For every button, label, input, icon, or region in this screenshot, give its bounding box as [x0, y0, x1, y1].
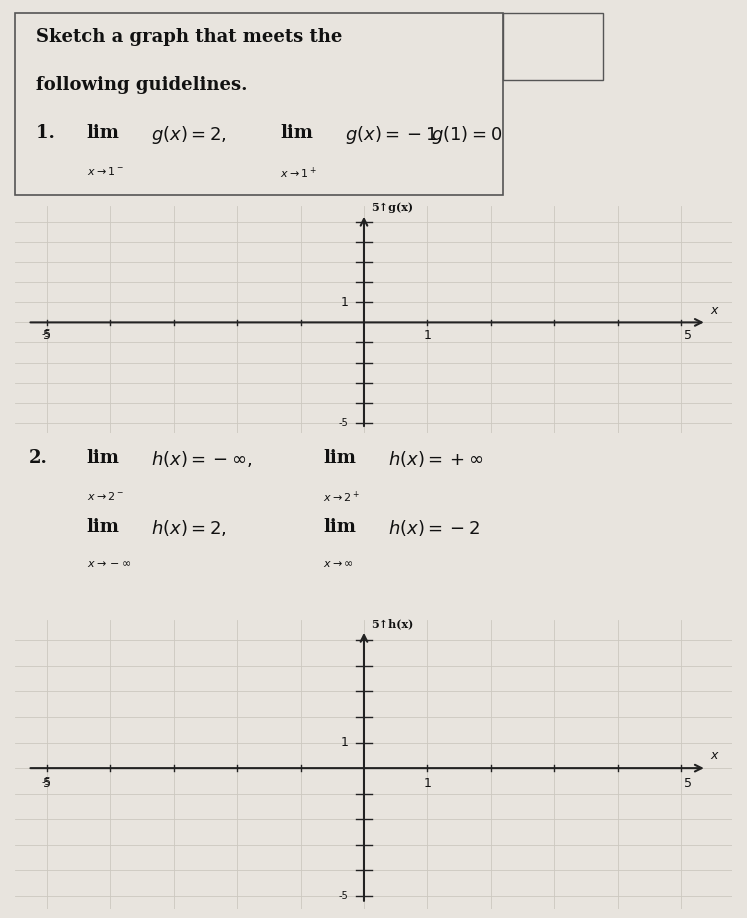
- Text: 5↑h(x): 5↑h(x): [371, 619, 414, 630]
- Text: 1: 1: [340, 736, 348, 749]
- Text: $x\to-\infty$: $x\to-\infty$: [87, 559, 131, 569]
- Text: -5: -5: [338, 891, 348, 901]
- Text: 1: 1: [424, 778, 431, 790]
- Text: 5: 5: [43, 778, 51, 790]
- Text: 5↑g(x): 5↑g(x): [371, 203, 414, 214]
- Text: $g(x)=2,$: $g(x)=2,$: [151, 124, 227, 146]
- Text: $h(x)=+\infty$: $h(x)=+\infty$: [388, 449, 483, 469]
- Text: $h(x)=-\infty,$: $h(x)=-\infty,$: [151, 449, 252, 469]
- Text: -5: -5: [42, 330, 52, 340]
- Text: 2.: 2.: [29, 449, 48, 466]
- Text: -5: -5: [338, 418, 348, 428]
- Text: 5: 5: [684, 778, 692, 790]
- Text: lim: lim: [87, 449, 120, 466]
- Text: 1: 1: [424, 330, 431, 342]
- Text: 1.: 1.: [37, 124, 61, 142]
- Text: $g(1)=0$: $g(1)=0$: [431, 124, 502, 146]
- Text: $g(x)=-1,$: $g(x)=-1,$: [345, 124, 442, 146]
- Text: lim: lim: [323, 518, 356, 536]
- Text: $x$: $x$: [710, 305, 719, 318]
- Text: $x\to2^+$: $x\to2^+$: [323, 490, 360, 505]
- Text: lim: lim: [323, 449, 356, 466]
- Text: $x\to1^-$: $x\to1^-$: [87, 165, 123, 177]
- Text: $x$: $x$: [710, 749, 719, 762]
- Text: $h(x)=2,$: $h(x)=2,$: [151, 518, 227, 538]
- Text: following guidelines.: following guidelines.: [37, 76, 248, 94]
- Text: 5: 5: [43, 330, 51, 342]
- Text: Sketch a graph that meets the: Sketch a graph that meets the: [37, 28, 343, 46]
- Text: 5: 5: [684, 330, 692, 342]
- Text: -5: -5: [42, 778, 52, 787]
- Text: $x\to2^-$: $x\to2^-$: [87, 490, 123, 502]
- Text: lim: lim: [280, 124, 313, 142]
- Text: $x\to\infty$: $x\to\infty$: [323, 559, 354, 569]
- Text: $h(x)=-2$: $h(x)=-2$: [388, 518, 480, 538]
- Text: 1: 1: [340, 296, 348, 308]
- Text: lim: lim: [87, 124, 120, 142]
- Text: lim: lim: [87, 518, 120, 536]
- Text: $x\to1^+$: $x\to1^+$: [280, 165, 317, 181]
